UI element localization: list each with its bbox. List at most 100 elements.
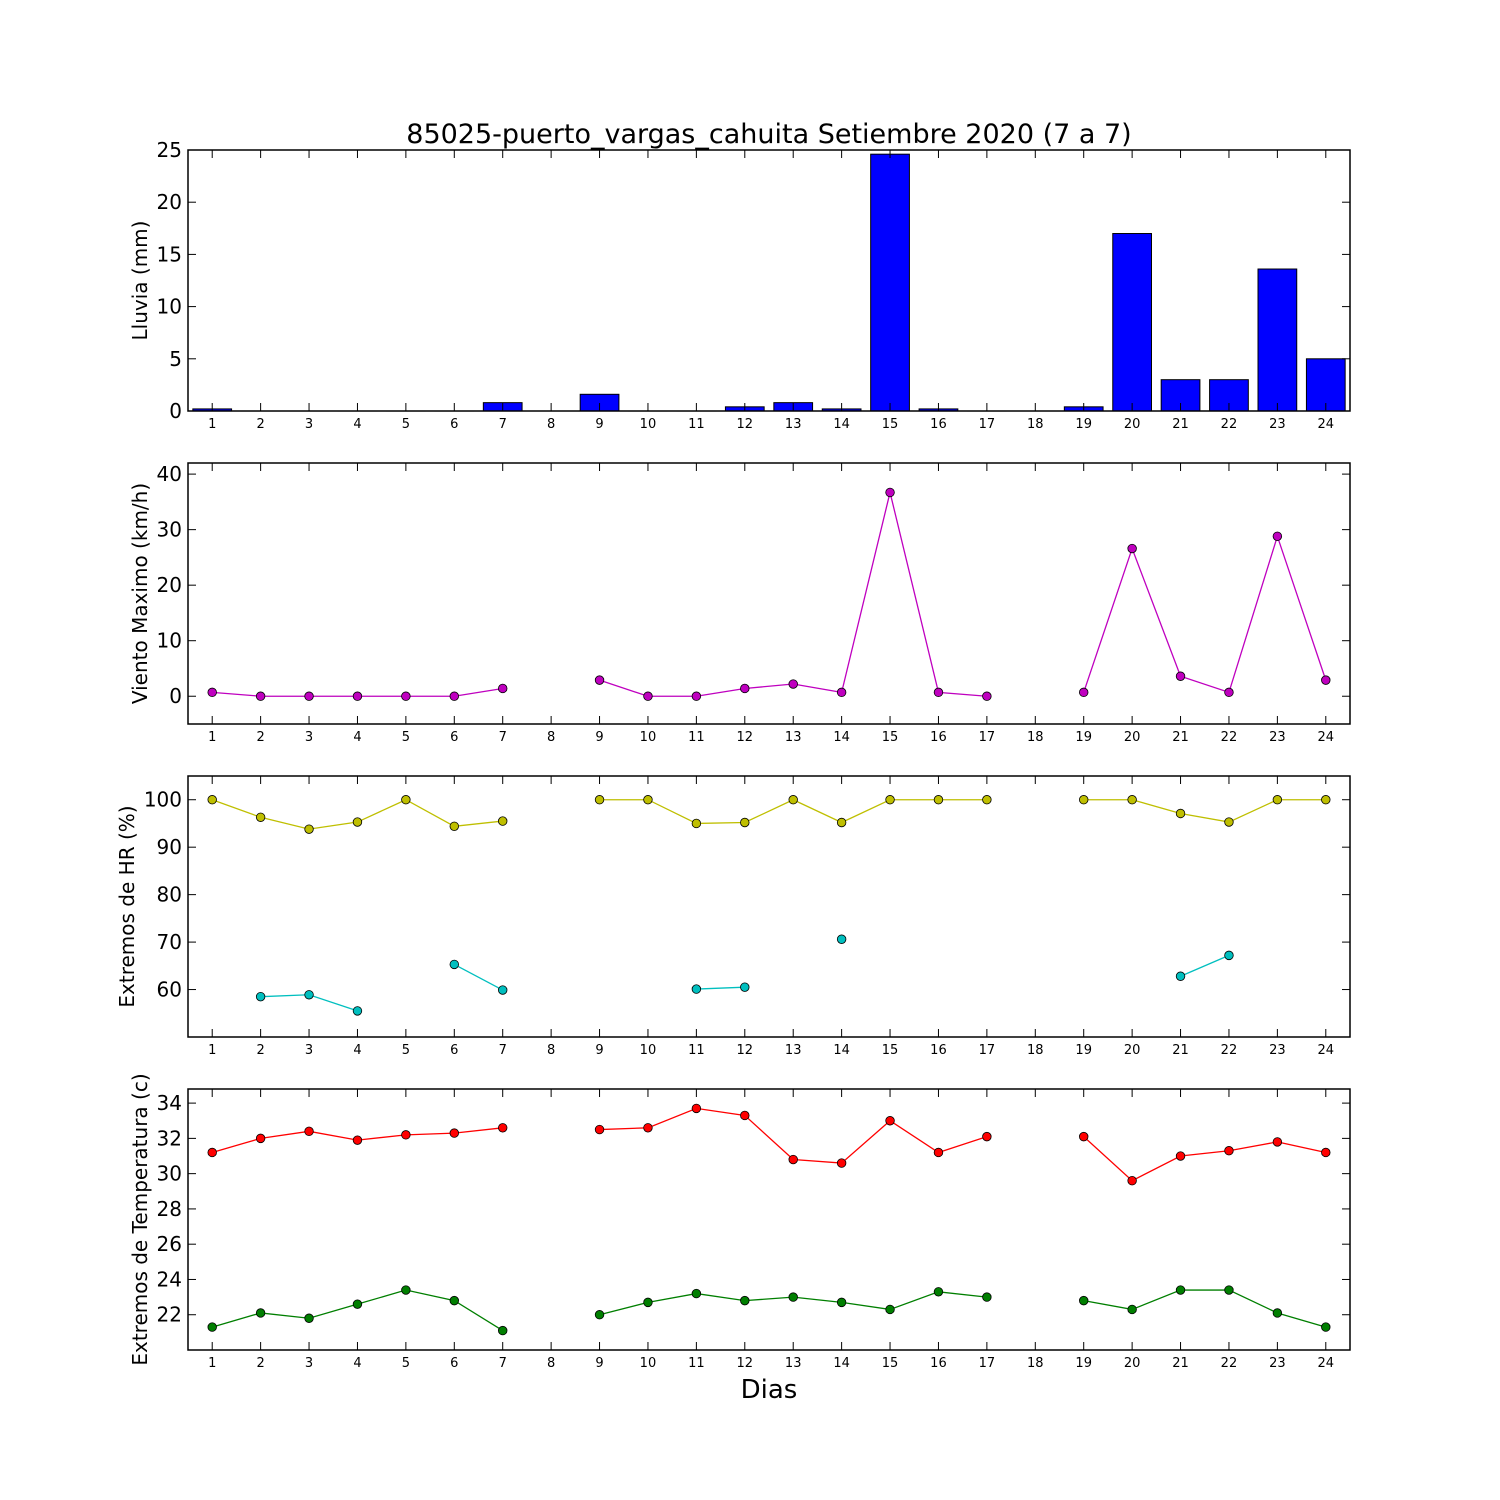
hr-point-day-11: [691, 818, 702, 829]
hr-xtick-label: 12: [737, 1043, 754, 1058]
temperatura-xtick-label: 21: [1172, 1356, 1189, 1371]
x-axis-label: Dias: [741, 1375, 798, 1405]
hr-point-day-14: [836, 934, 847, 944]
viento-ytick-label: 0: [169, 684, 182, 708]
viento-series-1-line: [1083, 534, 1327, 694]
hr-series-2-line: [1180, 954, 1230, 977]
temperatura-point-day-2: [255, 1308, 266, 1318]
hr-point-day-2: [255, 812, 266, 822]
temperatura-point-day-14: [836, 1297, 847, 1308]
hr-series-2-line: [453, 963, 504, 991]
viento-point-day-23: [1272, 531, 1283, 542]
lluvia-xtick-label: 6: [450, 417, 458, 432]
temperatura-point-day-13: [788, 1154, 798, 1165]
lluvia-ytick-label: 15: [157, 242, 182, 266]
lluvia-xtick-label: 21: [1172, 417, 1189, 432]
temperatura-ytick-label: 32: [157, 1126, 182, 1150]
temperatura-point-day-23: [1272, 1137, 1283, 1147]
hr-point-day-11: [691, 984, 702, 994]
hr-xtick-label: 8: [547, 1043, 555, 1058]
temperatura-point-day-14: [836, 1158, 847, 1168]
viento-point-day-10: [643, 691, 653, 701]
temperatura-xtick-label: 9: [595, 1356, 603, 1371]
viento-xtick-label: 3: [305, 730, 313, 745]
viento-xtick-label: 24: [1318, 730, 1335, 745]
viento-point-day-5: [401, 691, 411, 701]
hr-point-day-9: [594, 795, 605, 805]
hr-point-day-21: [1175, 808, 1186, 819]
temperatura-xtick-label: 12: [737, 1356, 754, 1371]
viento-ytick-label: 30: [157, 518, 182, 542]
viento-xtick-label: 14: [833, 730, 850, 745]
temperatura-point-day-12: [740, 1110, 750, 1121]
temperatura-point-day-19: [1079, 1295, 1089, 1306]
hr-point-day-14: [836, 817, 847, 828]
viento-xtick-label: 21: [1172, 730, 1189, 745]
hr-xtick-label: 13: [785, 1043, 802, 1058]
lluvia-xtick-label: 5: [402, 417, 410, 432]
temperatura-point-day-5: [401, 1285, 411, 1295]
bar-day-20: [1112, 233, 1152, 412]
hr-xtick-label: 15: [882, 1043, 899, 1058]
hr-xtick-label: 10: [640, 1043, 657, 1058]
hr-point-day-4: [352, 817, 363, 827]
temperatura-y-axis-label: Extremos de Temperatura (c): [128, 1073, 152, 1365]
viento-xtick-label: 11: [688, 730, 705, 745]
viento-point-day-16: [933, 687, 944, 698]
temperatura-ytick-label: 24: [157, 1267, 182, 1291]
hr-point-day-4: [352, 1006, 363, 1016]
hr-xtick-label: 17: [979, 1043, 996, 1058]
hr-point-day-16: [933, 795, 944, 805]
chart-title: 85025-puerto_vargas_cahuita Setiembre 20…: [406, 119, 1131, 150]
temperatura-axes-frame: [187, 1088, 1351, 1351]
hr-xtick-label: 9: [595, 1043, 603, 1058]
viento-xtick-label: 9: [595, 730, 603, 745]
viento-xtick-label: 20: [1124, 730, 1141, 745]
temperatura-series-1-line: [1083, 1136, 1326, 1182]
temperatura-point-day-21: [1175, 1151, 1186, 1161]
hr-series-1-line: [1083, 799, 1326, 823]
temperatura-point-day-6: [449, 1128, 459, 1138]
viento-point-day-13: [788, 679, 798, 689]
lluvia-xtick-label: 22: [1221, 417, 1238, 432]
bar-day-15: [870, 153, 910, 412]
lluvia-xtick-label: 7: [499, 417, 507, 432]
temperatura-xtick-label: 24: [1318, 1356, 1335, 1371]
temperatura-point-day-10: [643, 1123, 653, 1133]
hr-ytick-label: 80: [157, 883, 182, 907]
hr-point-day-22: [1224, 950, 1234, 961]
lluvia-xtick-label: 15: [882, 417, 899, 432]
viento-point-day-15: [885, 487, 895, 498]
viento-xtick-label: 19: [1075, 730, 1092, 745]
temperatura-xtick-label: 5: [402, 1356, 410, 1371]
temperatura-xtick-label: 19: [1075, 1356, 1092, 1371]
temperatura-point-day-2: [255, 1133, 266, 1144]
hr-xtick-label: 19: [1075, 1043, 1092, 1058]
temperatura-series-2: [207, 1285, 1331, 1336]
viento-xtick-label: 16: [930, 730, 947, 745]
hr-point-day-15: [885, 795, 895, 805]
hr-point-day-22: [1224, 817, 1234, 827]
temperatura-point-day-23: [1272, 1308, 1283, 1318]
viento-series-1-line: [599, 492, 987, 697]
viento-point-day-22: [1224, 687, 1234, 698]
temperatura-xtick-label: 10: [640, 1356, 657, 1371]
temperatura-point-day-13: [788, 1292, 798, 1302]
viento-xtick-label: 2: [256, 730, 264, 745]
hr-ytick-label: 90: [157, 835, 182, 859]
temperatura-xtick-label: 16: [930, 1356, 947, 1371]
lluvia-xtick-label: 14: [833, 417, 850, 432]
hr-xtick-label: 23: [1269, 1043, 1286, 1058]
viento-xtick-label: 15: [882, 730, 899, 745]
temperatura-xtick-label: 17: [979, 1356, 996, 1371]
hr-series-2: [255, 934, 1234, 1016]
hr-point-day-1: [207, 795, 217, 805]
lluvia-xtick-label: 9: [595, 417, 603, 432]
hr-point-day-2: [255, 991, 266, 1002]
temperatura-point-day-17: [982, 1292, 992, 1302]
viento-xtick-label: 6: [450, 730, 458, 745]
hr-xtick-label: 24: [1318, 1043, 1335, 1058]
